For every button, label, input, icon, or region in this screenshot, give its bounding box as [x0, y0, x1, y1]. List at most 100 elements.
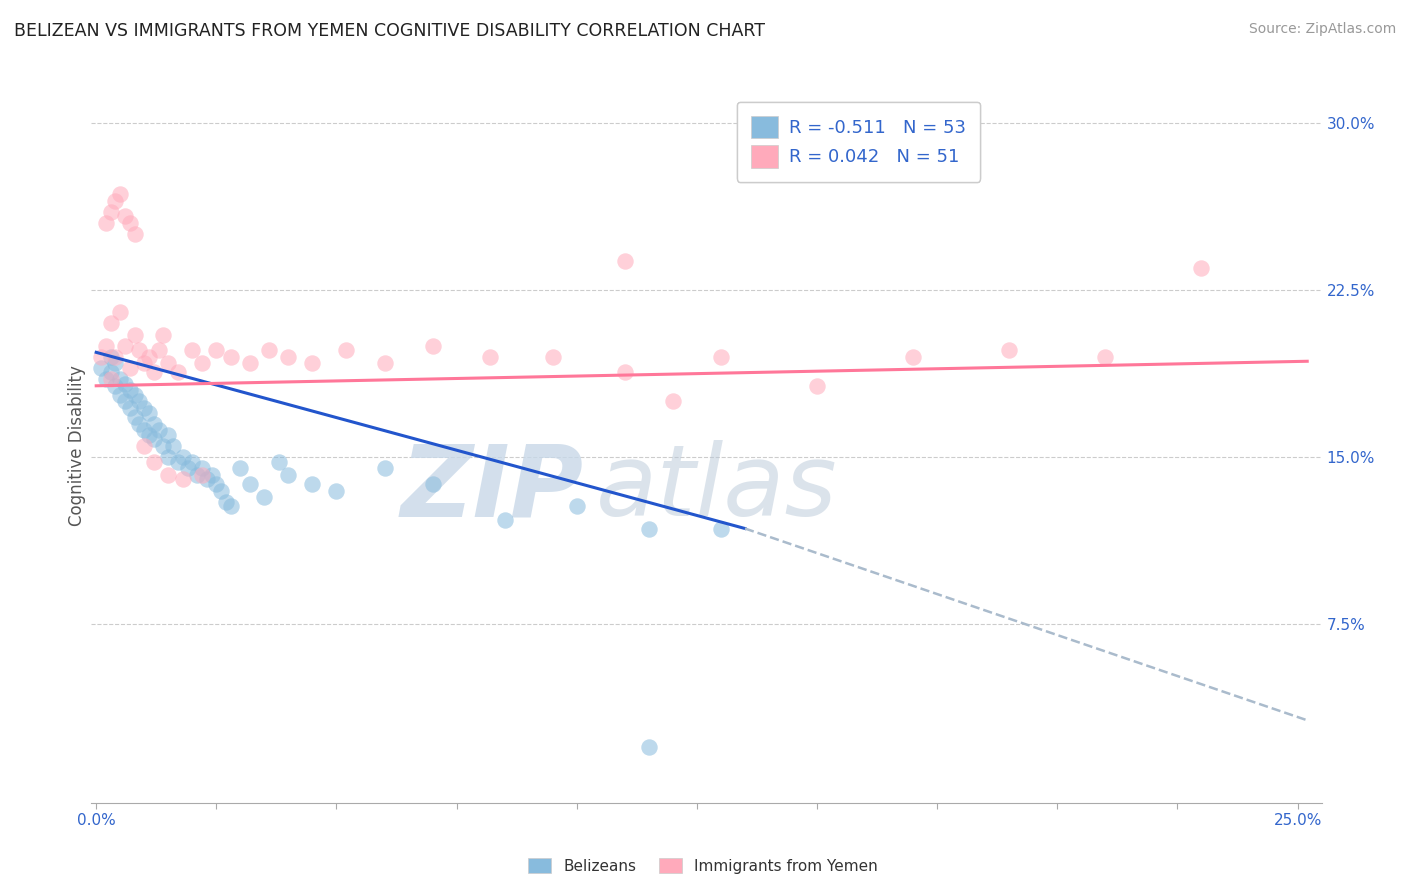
Point	[148, 343, 170, 358]
Point	[124, 409, 146, 424]
Y-axis label: Cognitive Disability: Cognitive Disability	[67, 366, 86, 526]
Point	[325, 483, 347, 498]
Point	[181, 343, 204, 358]
Point	[373, 461, 395, 475]
Point	[138, 405, 160, 419]
Point	[613, 253, 636, 268]
Point	[157, 467, 180, 482]
Point	[637, 521, 659, 535]
Point	[118, 361, 141, 376]
Point	[998, 343, 1021, 358]
Point	[186, 467, 208, 482]
Point	[167, 455, 190, 469]
Point	[128, 417, 150, 431]
Point	[806, 378, 828, 392]
Point	[191, 356, 214, 371]
Point	[94, 216, 117, 230]
Point	[104, 356, 127, 371]
Point	[142, 432, 165, 446]
Point	[142, 417, 165, 431]
Point	[128, 343, 150, 358]
Point	[110, 372, 132, 386]
Point	[118, 384, 141, 398]
Point	[191, 461, 214, 475]
Point	[335, 343, 357, 358]
Point	[100, 317, 122, 331]
Point	[565, 500, 588, 514]
Point	[205, 476, 228, 491]
Point	[157, 356, 180, 371]
Point	[142, 366, 165, 380]
Point	[277, 467, 299, 482]
Point	[110, 305, 132, 319]
Point	[422, 476, 444, 491]
Point	[114, 394, 136, 409]
Point	[152, 327, 174, 342]
Point	[422, 338, 444, 352]
Point	[215, 494, 238, 508]
Point	[118, 401, 141, 416]
Point	[172, 450, 194, 464]
Point	[267, 455, 290, 469]
Point	[100, 204, 122, 219]
Point	[134, 439, 156, 453]
Point	[128, 394, 150, 409]
Point	[176, 461, 198, 475]
Point	[494, 512, 516, 526]
Point	[195, 472, 218, 486]
Point	[301, 476, 323, 491]
Point	[205, 343, 228, 358]
Point	[200, 467, 222, 482]
Point	[229, 461, 252, 475]
Point	[114, 209, 136, 223]
Point	[710, 350, 733, 364]
Point	[94, 338, 117, 352]
Point	[152, 439, 174, 453]
Point	[138, 350, 160, 364]
Point	[239, 356, 262, 371]
Text: BELIZEAN VS IMMIGRANTS FROM YEMEN COGNITIVE DISABILITY CORRELATION CHART: BELIZEAN VS IMMIGRANTS FROM YEMEN COGNIT…	[14, 22, 765, 40]
Point	[277, 350, 299, 364]
Point	[157, 427, 180, 442]
Legend: R = -0.511   N = 53, R = 0.042   N = 51: R = -0.511 N = 53, R = 0.042 N = 51	[737, 102, 980, 182]
Point	[124, 227, 146, 241]
Point	[90, 361, 112, 376]
Point	[479, 350, 502, 364]
Point	[148, 424, 170, 438]
Point	[167, 366, 190, 380]
Point	[134, 424, 156, 438]
Point	[110, 187, 132, 202]
Point	[100, 366, 122, 380]
Point	[134, 356, 156, 371]
Point	[157, 450, 180, 464]
Point	[118, 216, 141, 230]
Point	[541, 350, 564, 364]
Text: ZIP: ZIP	[401, 441, 583, 537]
Point	[100, 350, 122, 364]
Text: atlas: atlas	[596, 441, 838, 537]
Point	[191, 467, 214, 482]
Point	[257, 343, 280, 358]
Point	[373, 356, 395, 371]
Point	[100, 372, 122, 386]
Point	[114, 376, 136, 391]
Point	[142, 455, 165, 469]
Point	[1191, 260, 1213, 275]
Point	[162, 439, 184, 453]
Point	[94, 372, 117, 386]
Point	[172, 472, 194, 486]
Point	[253, 490, 276, 504]
Point	[219, 500, 242, 514]
Point	[124, 387, 146, 401]
Legend: Belizeans, Immigrants from Yemen: Belizeans, Immigrants from Yemen	[522, 852, 884, 880]
Point	[613, 366, 636, 380]
Point	[239, 476, 262, 491]
Point	[219, 350, 242, 364]
Point	[1094, 350, 1116, 364]
Point	[301, 356, 323, 371]
Point	[114, 338, 136, 352]
Point	[637, 740, 659, 755]
Text: Source: ZipAtlas.com: Source: ZipAtlas.com	[1249, 22, 1396, 37]
Point	[104, 350, 127, 364]
Point	[124, 327, 146, 342]
